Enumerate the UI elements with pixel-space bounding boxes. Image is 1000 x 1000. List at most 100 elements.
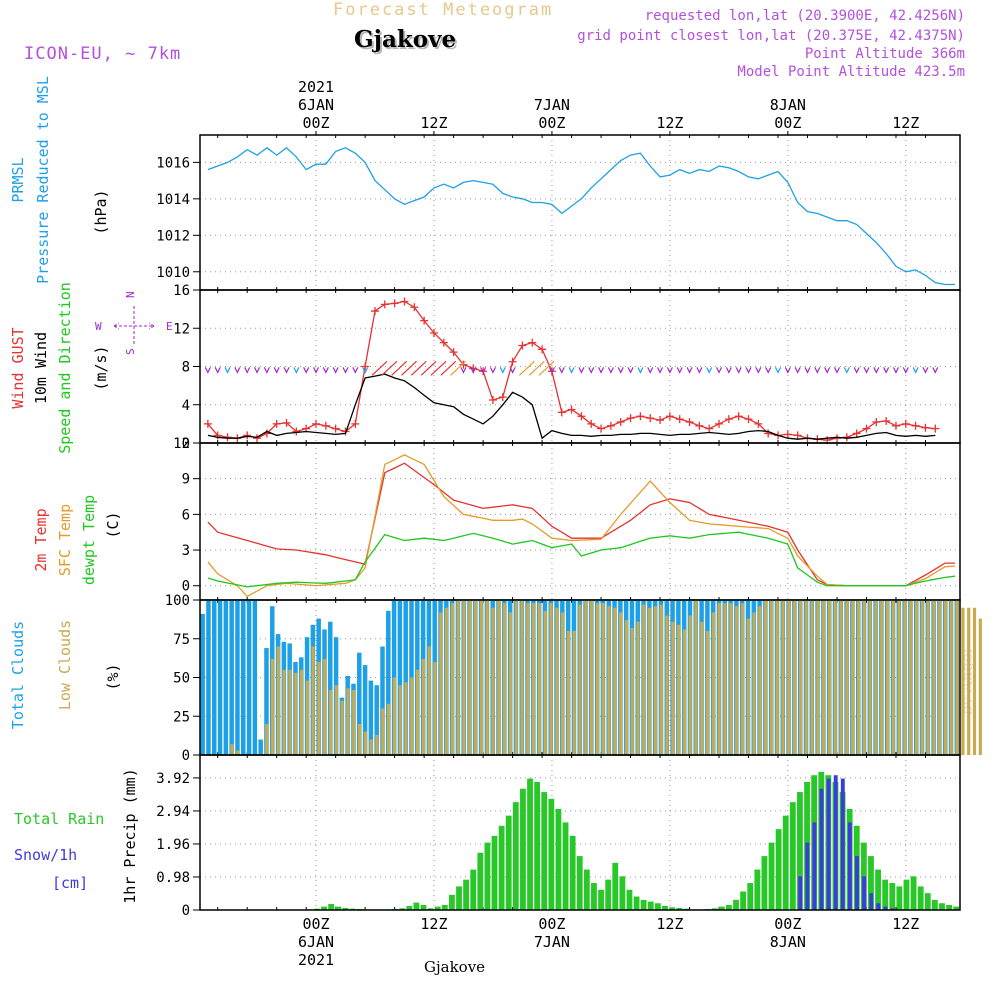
clouds-ytick-label: 0: [182, 748, 190, 764]
precip-bar-total-rain: [946, 904, 952, 910]
pressure-ytick-label: 1016: [156, 155, 190, 171]
clouds-bar-low-clouds: [897, 600, 901, 755]
wind-marker: [282, 418, 291, 427]
clouds-bar-low-clouds: [798, 600, 803, 755]
wind-arrow: [528, 360, 545, 376]
wind-marker: [400, 297, 409, 306]
wind-arrow: [460, 367, 467, 374]
wind-arrow: [489, 367, 496, 374]
clouds-bar-low-clouds: [520, 600, 524, 755]
clouds-bar-low-clouds: [427, 646, 431, 755]
clouds-bar-total-clouds: [252, 600, 258, 755]
clouds-bar-low-clouds: [764, 600, 768, 755]
top-axis-label: 8JAN: [770, 96, 806, 114]
bottom-axis-label: 12Z: [656, 915, 683, 933]
clouds-bar-low-clouds: [236, 750, 240, 755]
wind-arrow: [715, 367, 723, 374]
precip-bar-total-rain: [953, 906, 960, 910]
wind-arrow: [420, 360, 437, 376]
clouds-bar-total-clouds: [206, 600, 211, 755]
wind-marker: [646, 414, 655, 423]
wind-arrow: [755, 367, 762, 374]
temperature-ytick-label: 6: [182, 507, 190, 523]
precip-bar-total-rain: [782, 815, 789, 910]
wind-marker: [921, 423, 930, 432]
pressure-ytick-label: 1012: [156, 228, 190, 244]
precip-bar-total-rain: [562, 822, 569, 910]
clouds-bar-low-clouds: [978, 618, 982, 755]
clouds-bar-low-clouds: [270, 658, 275, 755]
clouds-bar-low-clouds: [555, 607, 559, 755]
bottom-axis-label: 00Z: [302, 915, 329, 933]
clouds-bar-low-clouds: [711, 612, 716, 755]
wind-marker: [901, 419, 910, 428]
wind-marker: [518, 341, 527, 350]
wind-panel: 0 4 8 12 16: [173, 283, 961, 452]
sfc-temp-label: SFC Temp: [56, 504, 74, 576]
temperature-frame: [199, 442, 961, 601]
precip-bar-snow-1h: [862, 876, 867, 910]
wind-arrow: [480, 367, 487, 374]
precip-bar-snow-1h: [833, 775, 838, 910]
precip-bar-total-rain: [924, 893, 931, 910]
clouds-bar-low-clouds: [630, 627, 634, 755]
clouds-bar-low-clouds: [357, 724, 362, 755]
top-axis-label: 2021: [298, 78, 334, 96]
bottom-axis-label: 8JAN: [770, 933, 806, 951]
clouds-bar-low-clouds: [758, 606, 762, 755]
clouds-bar-low-clouds: [497, 600, 501, 755]
precip-bar-total-rain: [647, 901, 654, 910]
clouds-bar-low-clouds: [874, 600, 878, 755]
wind-arrow: [391, 360, 408, 376]
precip-bar-total-rain: [491, 835, 498, 910]
wind-arrow: [794, 367, 801, 374]
pressure-ytick-label: 1014: [156, 192, 190, 208]
clouds-bar-low-clouds: [909, 600, 913, 755]
wind-arrow: [784, 367, 791, 374]
precip-bar-total-rain: [583, 869, 590, 910]
precip-ytick-label: 1.96: [156, 837, 190, 853]
wind-arrow: [224, 367, 231, 374]
clouds-bar-total-clouds: [397, 600, 403, 755]
wind-marker: [665, 412, 674, 421]
clouds-bar-low-clouds: [543, 610, 547, 755]
pressure-label: Pressure Reduced to MSL: [34, 76, 52, 284]
precip-bar-total-rain: [520, 788, 526, 910]
wind-marker: [705, 424, 714, 433]
top-axis-label: 6JAN: [298, 96, 334, 114]
snow-unit: [cm]: [52, 874, 88, 892]
clouds-bar-total-clouds: [212, 600, 217, 755]
footer-location: Gjakove: [424, 958, 486, 976]
clouds-bar-low-clouds: [392, 677, 396, 755]
precip-bar-total-rain: [718, 906, 725, 910]
wind-marker: [764, 429, 773, 438]
clouds-bar-low-clouds: [531, 603, 536, 755]
precip-bar-total-rain: [399, 908, 406, 910]
pressure-label: PRMSL: [9, 157, 27, 202]
clouds-bar-total-clouds: [380, 646, 385, 755]
precip-ytick-label: 3.92: [156, 771, 190, 787]
precip-bar-total-rain: [555, 808, 562, 910]
wind-marker: [626, 414, 635, 423]
precip-bar-total-rain: [463, 879, 469, 910]
clouds-bar-low-clouds: [491, 607, 495, 755]
gust-label: Wind GUST: [9, 327, 27, 408]
wind-arrow: [440, 360, 457, 376]
clouds-bar-low-clouds: [334, 685, 338, 755]
precip-bar-total-rain: [740, 891, 747, 910]
clouds-bar-low-clouds: [677, 624, 681, 755]
clouds-bar-low-clouds: [943, 600, 948, 755]
temp-unit: (C): [104, 511, 122, 538]
clouds-bar-low-clouds: [671, 621, 675, 755]
wind-arrow: [253, 367, 261, 374]
precip-bar-total-rain: [903, 879, 910, 910]
clouds-bar-low-clouds: [578, 604, 582, 755]
precip-bar-total-rain: [768, 842, 775, 910]
wind-marker: [213, 431, 222, 440]
wind-marker: [292, 427, 301, 436]
clouds-bar-low-clouds: [526, 603, 530, 755]
precip-bar-total-rain: [669, 907, 675, 910]
clouds-bar-low-clouds: [265, 724, 269, 755]
clouds-bar-low-clouds: [566, 631, 570, 755]
clouds-bar-low-clouds: [688, 615, 692, 755]
